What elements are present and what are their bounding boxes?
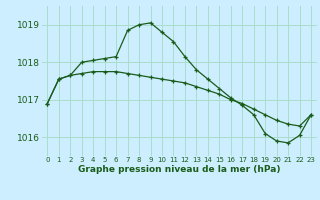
- X-axis label: Graphe pression niveau de la mer (hPa): Graphe pression niveau de la mer (hPa): [78, 165, 280, 174]
